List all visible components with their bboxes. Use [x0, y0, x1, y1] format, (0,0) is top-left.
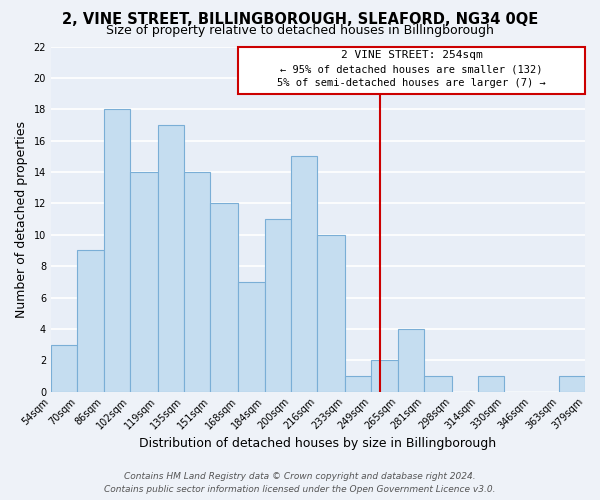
Bar [130, 172, 158, 392]
Bar [265, 219, 291, 392]
Bar [104, 110, 130, 392]
Bar [184, 172, 211, 392]
Bar [211, 204, 238, 392]
Bar [559, 376, 585, 392]
Bar [424, 376, 452, 392]
Bar [51, 344, 77, 392]
Bar [317, 235, 345, 392]
Text: 2, VINE STREET, BILLINGBOROUGH, SLEAFORD, NG34 0QE: 2, VINE STREET, BILLINGBOROUGH, SLEAFORD… [62, 12, 538, 28]
Text: Size of property relative to detached houses in Billingborough: Size of property relative to detached ho… [106, 24, 494, 37]
Text: 2 VINE STREET: 254sqm: 2 VINE STREET: 254sqm [341, 50, 482, 60]
Text: Contains HM Land Registry data © Crown copyright and database right 2024.
Contai: Contains HM Land Registry data © Crown c… [104, 472, 496, 494]
Y-axis label: Number of detached properties: Number of detached properties [15, 120, 28, 318]
Bar [77, 250, 104, 392]
Bar [158, 125, 184, 392]
Bar [398, 329, 424, 392]
Text: ← 95% of detached houses are smaller (132): ← 95% of detached houses are smaller (13… [280, 64, 543, 74]
Bar [371, 360, 398, 392]
Bar [291, 156, 317, 392]
Bar [345, 376, 371, 392]
Bar [238, 282, 265, 392]
Text: 5% of semi-detached houses are larger (7) →: 5% of semi-detached houses are larger (7… [277, 78, 546, 88]
X-axis label: Distribution of detached houses by size in Billingborough: Distribution of detached houses by size … [139, 437, 497, 450]
FancyBboxPatch shape [238, 46, 585, 94]
Bar [478, 376, 505, 392]
